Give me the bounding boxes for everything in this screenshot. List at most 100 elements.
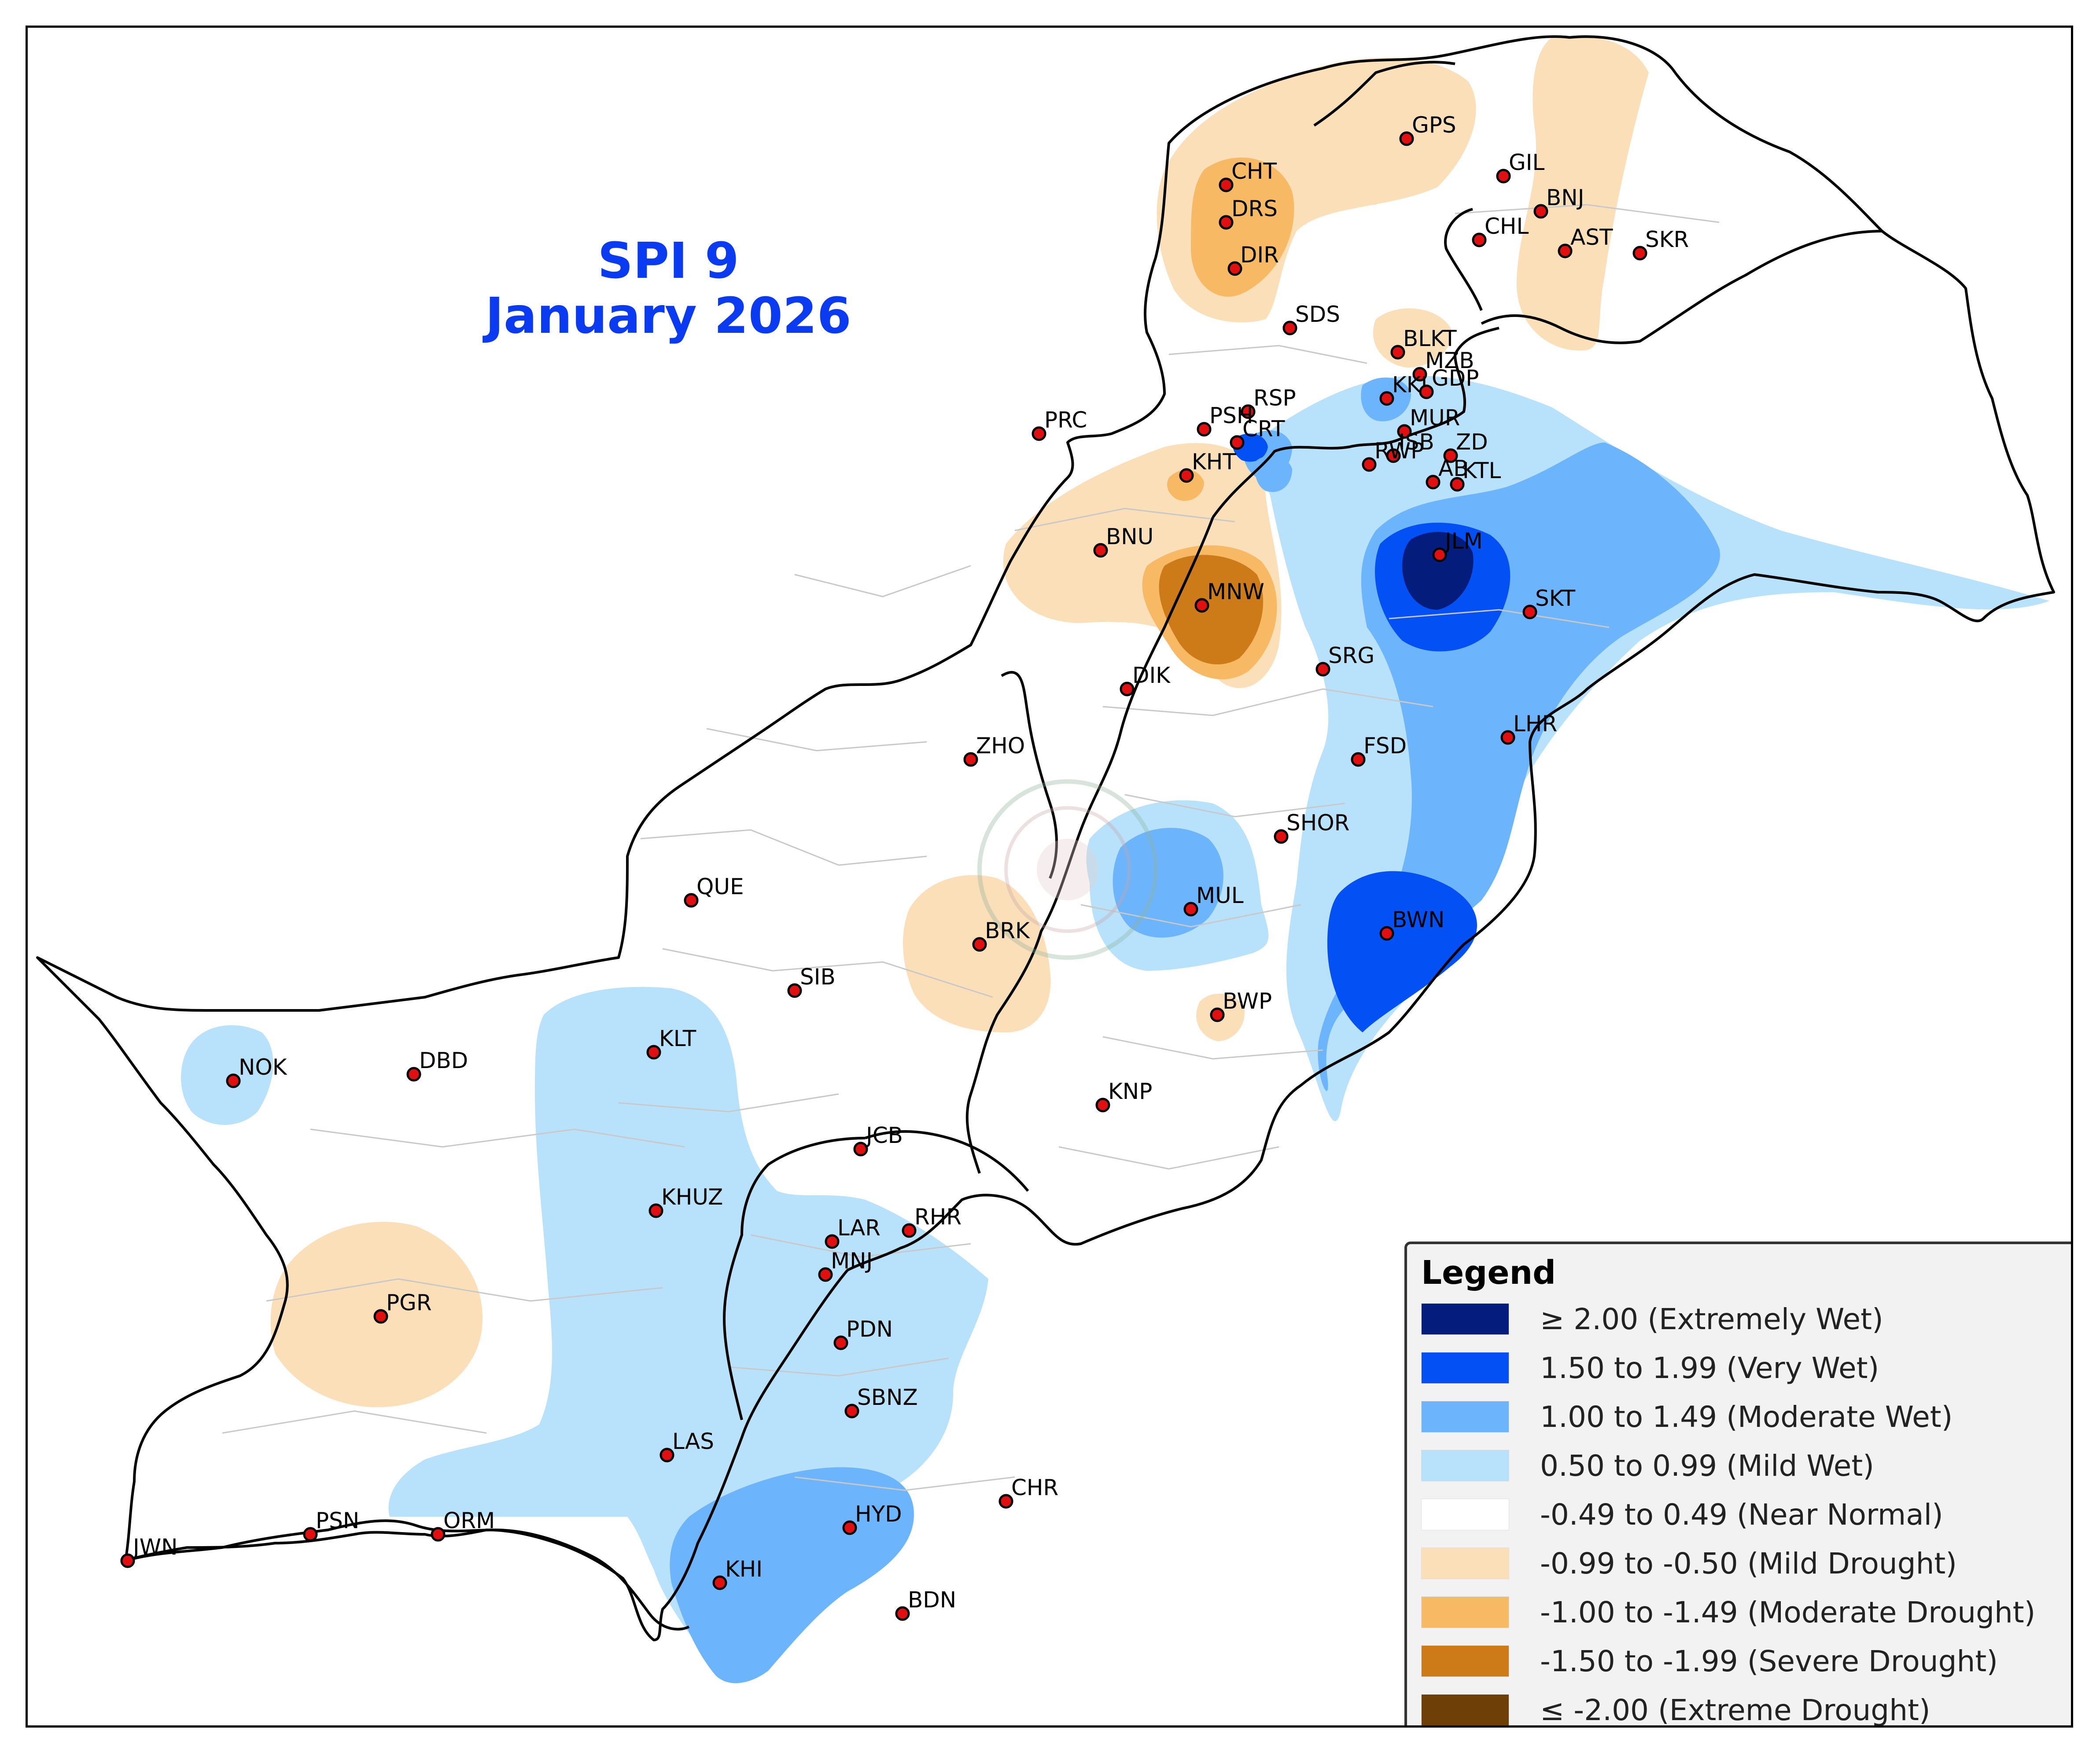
station-marker [1230,435,1245,450]
legend-swatch [1421,1352,1509,1384]
province-boundary-punjab-west [965,516,1214,1174]
station-marker [1120,682,1135,696]
station-label: DBD [419,1048,468,1073]
station-label: LHR [1513,711,1557,737]
station-mzb: MZB [1412,348,1474,382]
station-marker [1472,232,1487,247]
map-frame: GPS GIL CHT BNJ DRS CHL AST SKR DIR SDS BLKT MZB KKI… [26,26,2073,1728]
station-rhr: RHR [902,1204,962,1238]
legend-title: Legend [1421,1254,1556,1292]
station-marker [1379,391,1394,406]
station-dir: DIR [1227,242,1279,276]
legend-label: ≥ 2.00 (Extremely Wet) [1540,1302,1883,1336]
drought-region-moderate-dir [1191,157,1294,297]
station-marker [1362,457,1377,472]
legend-item: -0.49 to 0.49 (Near Normal) [1421,1497,1943,1532]
drought-region-north-central [1314,68,1447,205]
station-dik: DIK [1120,663,1171,696]
legend-item: 1.50 to 1.99 (Very Wet) [1421,1350,1879,1386]
legend-swatch [1421,1694,1509,1725]
station-marker [1379,926,1394,941]
wet-region-very-wet-bwn [1327,871,1477,1032]
station-pgr: PGR [373,1290,432,1324]
station-marker [1032,426,1046,441]
station-las: LAS [659,1429,714,1463]
wet-region-extreme-jlm [1402,532,1474,610]
station-marker [646,1045,661,1060]
wet-region-crt [1255,455,1292,492]
station-marker [712,1575,727,1590]
station-marker [1093,543,1108,558]
station-label: BNJ [1546,185,1584,210]
station-zd: ZD [1443,429,1488,463]
station-isb: ISB [1386,429,1434,463]
province-boundary-sindh-balochistan [723,1130,1029,1420]
station-label: GDP [1432,365,1479,391]
station-gdp: GDP [1419,365,1479,399]
coastline [125,1519,690,1631]
station-mnw: MNW [1194,579,1264,613]
station-label: AB [1438,456,1469,481]
station-brk: BRK [972,918,1030,952]
station-marker [1432,547,1447,562]
station-marker [833,1335,848,1350]
legend-swatch [1421,1645,1509,1677]
station-label: SHOR [1286,810,1349,836]
legend-label: 0.50 to 0.99 (Mild Wet) [1540,1448,1874,1483]
station-label: KNP [1108,1079,1152,1104]
station-label: SKR [1645,227,1689,252]
station-label: PDN [846,1316,893,1342]
station-chl: CHL [1472,214,1529,247]
drought-region-north-east [1517,36,1649,351]
station-marker [648,1203,663,1218]
map-title: SPI 9 [597,232,739,290]
station-marker [844,1404,859,1419]
station-ktl: KTL [1450,458,1501,492]
station-hyd: HYD [842,1501,902,1535]
station-label: PGR [386,1290,432,1316]
station-prc: PRC [1032,407,1087,441]
station-marker [1227,261,1242,276]
station-label: GPS [1412,112,1456,138]
legend-label: -0.49 to 0.49 (Near Normal) [1540,1497,1943,1532]
station-marker [1282,321,1297,335]
wet-region-nok [181,1025,273,1125]
station-psn: PSN [303,1508,359,1542]
station-bwp: BWP [1210,988,1272,1022]
station-marker [853,1142,868,1157]
station-label: FSD [1363,733,1407,759]
station-label: KTL [1463,458,1501,483]
station-label: ZHO [976,733,1025,759]
station-label: BDN [908,1587,956,1613]
legend-item: ≤ -2.00 (Extreme Drought) [1421,1692,1931,1725]
station-label: KHT [1192,449,1236,475]
station-marker [1351,752,1366,767]
province-boundary-gb-kp [1313,61,1483,311]
station-label: HYD [855,1501,902,1527]
station-marker [1419,384,1434,399]
legend-swatch [1421,1450,1509,1481]
station-drs: DRS [1219,196,1278,230]
legend-item: -1.50 to -1.99 (Severe Drought) [1421,1643,1998,1679]
station-label: ZD [1456,429,1488,455]
station-label: ISB [1399,429,1434,455]
station-label: PSH [1209,403,1253,428]
station-label: MZB [1425,348,1474,373]
legend-label: 1.50 to 1.99 (Very Wet) [1540,1351,1879,1385]
station-label: RSP [1253,385,1296,411]
station-label: SBNZ [857,1385,918,1410]
station-marker [1315,662,1330,677]
station-marker [1194,598,1209,613]
station-marker [1533,204,1548,219]
legend-box: Legend ≥ 2.00 (Extremely Wet) 1.50 to 1.9… [1404,1242,2071,1725]
legend-item: ≥ 2.00 (Extremely Wet) [1421,1301,1883,1337]
station-rwp: RWP [1362,438,1424,472]
station-shor: SHOR [1274,810,1349,844]
station-label: CHT [1231,158,1277,184]
station-marker [1210,1007,1225,1022]
legend-label: 1.00 to 1.49 (Moderate Wet) [1540,1400,1953,1434]
station-mur: MUR [1397,405,1460,439]
station-marker [1426,475,1441,490]
station-srg: SRG [1315,643,1374,677]
